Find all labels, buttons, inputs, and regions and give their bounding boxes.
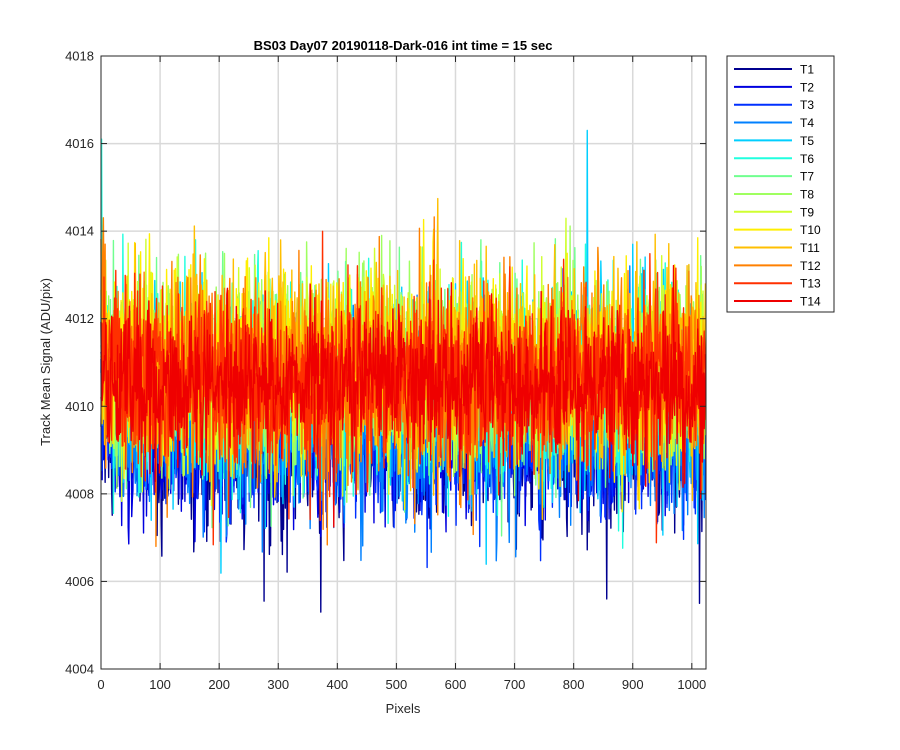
x-tick-label: 100 (149, 677, 171, 692)
legend-label-t9: T9 (800, 205, 814, 219)
series-lines (100, 129, 707, 613)
legend-label-t1: T1 (800, 63, 814, 77)
x-tick-label: 800 (563, 677, 585, 692)
y-tick-label: 4008 (65, 486, 94, 501)
chart-title: BS03 Day07 20190118-Dark-016 int time = … (254, 38, 553, 53)
y-tick-label: 4018 (65, 49, 94, 64)
legend-box (726, 55, 835, 313)
legend-label-t6: T6 (800, 152, 814, 166)
tick-labels: 0 100 200 300 400 500 600 700 800 900 1000 4004 4006… (65, 49, 706, 693)
legend-label-t12: T12 (800, 259, 821, 273)
legend-label-t14: T14 (800, 295, 821, 309)
y-tick-label: 4012 (65, 311, 94, 326)
series-line-t13 (100, 230, 707, 546)
legend-label-t3: T3 (800, 98, 814, 112)
y-axis-label: Track Mean Signal (ADU/pix) (38, 278, 53, 446)
legend-label-t10: T10 (800, 223, 821, 237)
x-tick-label: 300 (267, 677, 289, 692)
legend-label-t4: T4 (800, 116, 814, 130)
axis-ticks (100, 55, 706, 670)
x-tick-label: 900 (622, 677, 644, 692)
x-axis-label: Pixels (386, 701, 421, 716)
legend-label-t11: T11 (800, 241, 820, 255)
legend-label-t5: T5 (800, 134, 814, 148)
x-tick-label: 700 (504, 677, 526, 692)
x-tick-label: 200 (208, 677, 230, 692)
y-tick-label: 4010 (65, 399, 94, 414)
x-tick-label: 1000 (677, 677, 706, 692)
legend-label-t2: T2 (800, 80, 814, 94)
y-tick-label: 4016 (65, 136, 94, 151)
axes-frame (100, 55, 707, 670)
legend-label-t8: T8 (800, 187, 814, 201)
x-tick-label: 500 (386, 677, 408, 692)
legend-label-t13: T13 (800, 277, 821, 291)
legend: T1 T2 T3 T4 T5 T6 T7 T8 T9 T10 T11 T12 T13 T14 (726, 55, 835, 313)
x-tick-label: 0 (97, 677, 104, 692)
y-tick-label: 4014 (65, 224, 94, 239)
x-tick-label: 400 (326, 677, 348, 692)
legend-label-t7: T7 (800, 170, 814, 184)
x-tick-label: 600 (445, 677, 467, 692)
y-tick-label: 4004 (65, 662, 94, 677)
y-tick-label: 4006 (65, 574, 94, 589)
plot-area (100, 55, 707, 670)
series-line-t14 (100, 264, 707, 528)
